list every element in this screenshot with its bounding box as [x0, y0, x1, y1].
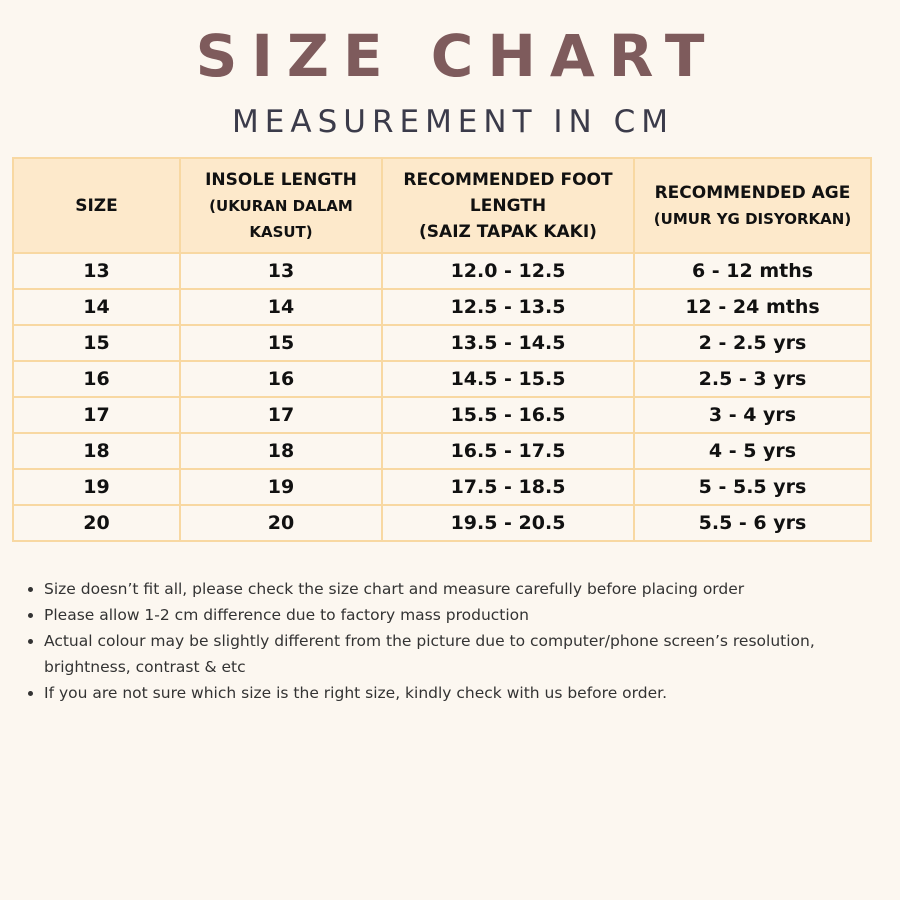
header-label: RECOMMENDED FOOT LENGTH: [403, 169, 613, 216]
note-item: Size doesn’t fit all, please check the s…: [44, 576, 874, 602]
table-cell: 19: [179, 468, 383, 506]
header-size: SIZE: [12, 157, 181, 254]
table-cell: 19.5 - 20.5: [381, 504, 635, 542]
table-cell: 16.5 - 17.5: [381, 432, 635, 470]
header-foot-length: RECOMMENDED FOOT LENGTH (SAIZ TAPAK KAKI): [381, 157, 635, 254]
table-row: 15 15 13.5 - 14.5 2 - 2.5 yrs: [12, 324, 872, 362]
table-cell: 13: [179, 252, 383, 290]
table-cell: 2 - 2.5 yrs: [633, 324, 872, 362]
table-cell: 18: [179, 432, 383, 470]
header-label: SIZE: [75, 195, 118, 216]
size-chart-table: SIZE INSOLE LENGTH (UKURAN DALAM KASUT) R…: [12, 157, 872, 542]
header-sublabel: (UKURAN DALAM KASUT): [209, 196, 353, 241]
table-cell: 20: [179, 504, 383, 542]
table-cell: 13: [12, 252, 181, 290]
table-row: 13 13 12.0 - 12.5 6 - 12 mths: [12, 252, 872, 290]
table-cell: 18: [12, 432, 181, 470]
header-insole-length: INSOLE LENGTH (UKURAN DALAM KASUT): [179, 157, 383, 254]
table-cell: 17.5 - 18.5: [381, 468, 635, 506]
table-row: 20 20 19.5 - 20.5 5.5 - 6 yrs: [12, 504, 872, 542]
table-cell: 15.5 - 16.5: [381, 396, 635, 434]
header-sublabel: (UMUR YG DISYORKAN): [653, 209, 852, 228]
table-cell: 17: [179, 396, 383, 434]
table-cell: 20: [12, 504, 181, 542]
note-item: If you are not sure which size is the ri…: [44, 680, 874, 706]
table-cell: 5 - 5.5 yrs: [633, 468, 872, 506]
header-sublabel: (SAIZ TAPAK KAKI): [419, 221, 597, 242]
table-cell: 16: [12, 360, 181, 398]
table-cell: 3 - 4 yrs: [633, 396, 872, 434]
header-label: RECOMMENDED AGE: [654, 182, 851, 203]
header-age: RECOMMENDED AGE (UMUR YG DISYORKAN): [633, 157, 872, 254]
table-row: 16 16 14.5 - 15.5 2.5 - 3 yrs: [12, 360, 872, 398]
header-label: INSOLE LENGTH: [205, 169, 357, 190]
table-cell: 12 - 24 mths: [633, 288, 872, 326]
table-row: 18 18 16.5 - 17.5 4 - 5 yrs: [12, 432, 872, 470]
table-cell: 15: [179, 324, 383, 362]
table-cell: 6 - 12 mths: [633, 252, 872, 290]
page-subtitle: MEASUREMENT IN CM: [232, 104, 674, 140]
note-item: Please allow 1-2 cm difference due to fa…: [44, 602, 874, 628]
table-cell: 19: [12, 468, 181, 506]
table-cell: 5.5 - 6 yrs: [633, 504, 872, 542]
table-cell: 14: [12, 288, 181, 326]
table-cell: 4 - 5 yrs: [633, 432, 872, 470]
table-cell: 12.0 - 12.5: [381, 252, 635, 290]
table-cell: 14.5 - 15.5: [381, 360, 635, 398]
notes-list: Size doesn’t fit all, please check the s…: [22, 576, 874, 706]
table-cell: 12.5 - 13.5: [381, 288, 635, 326]
table-cell: 14: [179, 288, 383, 326]
table-header-row: SIZE INSOLE LENGTH (UKURAN DALAM KASUT) R…: [12, 157, 872, 254]
table-row: 19 19 17.5 - 18.5 5 - 5.5 yrs: [12, 468, 872, 506]
table-row: 14 14 12.5 - 13.5 12 - 24 mths: [12, 288, 872, 326]
table-cell: 15: [12, 324, 181, 362]
table-cell: 16: [179, 360, 383, 398]
table-cell: 2.5 - 3 yrs: [633, 360, 872, 398]
table-cell: 13.5 - 14.5: [381, 324, 635, 362]
table-row: 17 17 15.5 - 16.5 3 - 4 yrs: [12, 396, 872, 434]
page-title: SIZE CHART: [195, 22, 719, 90]
table-cell: 17: [12, 396, 181, 434]
note-item: Actual colour may be slightly different …: [44, 628, 874, 680]
